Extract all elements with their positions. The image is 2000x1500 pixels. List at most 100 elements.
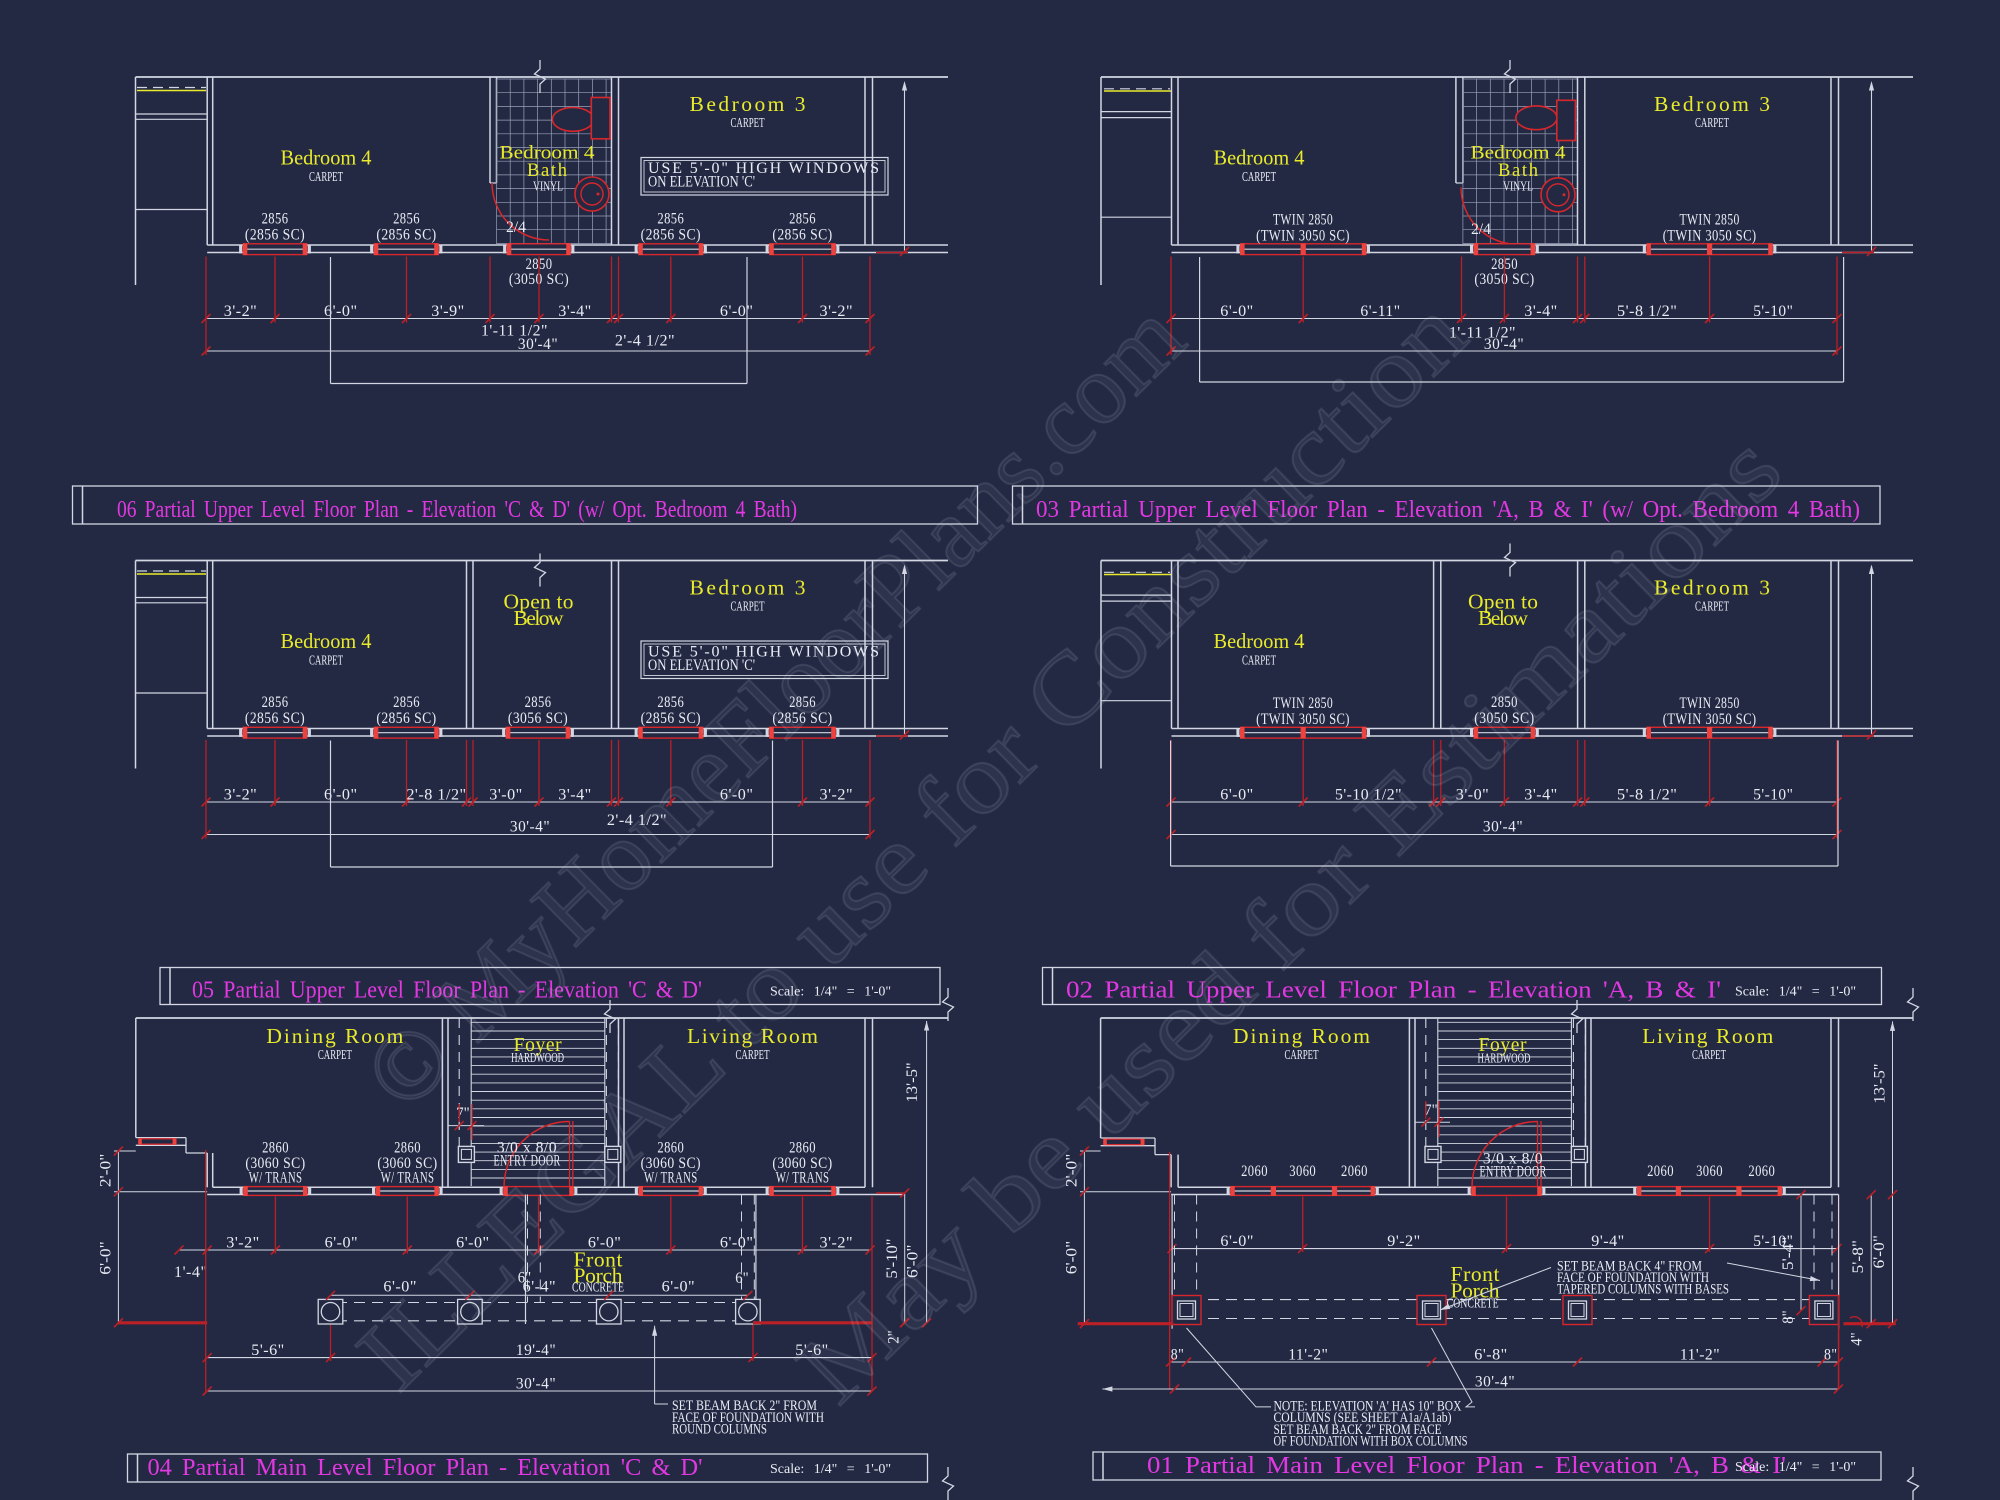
svg-text:HARDWOOD: HARDWOOD bbox=[1478, 1052, 1531, 1067]
svg-text:SET BEAM BACK 2" FROM: SET BEAM BACK 2" FROM bbox=[672, 1398, 817, 1414]
svg-text:3'-2": 3'-2" bbox=[820, 303, 854, 320]
svg-text:6'-0": 6'-0" bbox=[383, 1279, 417, 1296]
svg-text:5'-10": 5'-10" bbox=[1753, 787, 1793, 804]
svg-text:2856: 2856 bbox=[789, 694, 816, 711]
svg-text:W/ TRANS: W/ TRANS bbox=[381, 1169, 435, 1186]
svg-text:6'-0": 6'-0" bbox=[325, 1235, 359, 1252]
svg-text:Bedroom 4: Bedroom 4 bbox=[500, 144, 595, 164]
svg-text:2856: 2856 bbox=[657, 694, 684, 711]
svg-text:5'-6": 5'-6" bbox=[251, 1342, 285, 1359]
svg-text:ON ELEVATION 'C': ON ELEVATION 'C' bbox=[648, 657, 755, 674]
svg-text:CARPET: CARPET bbox=[731, 116, 765, 131]
svg-text:3'-2": 3'-2" bbox=[224, 303, 258, 320]
svg-text:USE 5'-0" HIGH WINDOWS: USE 5'-0" HIGH WINDOWS bbox=[648, 644, 879, 661]
svg-text:Bedroom 3: Bedroom 3 bbox=[690, 92, 806, 116]
svg-text:(TWIN 3050 SC): (TWIN 3050 SC) bbox=[1256, 711, 1350, 728]
svg-text:6": 6" bbox=[518, 1270, 531, 1287]
svg-text:CARPET: CARPET bbox=[318, 1048, 352, 1063]
svg-text:30'-4": 30'-4" bbox=[510, 819, 550, 836]
svg-text:ON ELEVATION 'C': ON ELEVATION 'C' bbox=[648, 174, 755, 191]
svg-text:(3056 SC): (3056 SC) bbox=[508, 710, 568, 727]
svg-text:2/4: 2/4 bbox=[506, 219, 526, 236]
svg-text:6'-0": 6'-0" bbox=[662, 1279, 696, 1296]
svg-text:5'-8 1/2": 5'-8 1/2" bbox=[1617, 303, 1677, 320]
svg-text:TAPERED COLUMNS WITH BASES: TAPERED COLUMNS WITH BASES bbox=[1557, 1282, 1729, 1298]
svg-text:2": 2" bbox=[885, 1330, 902, 1343]
svg-text:Bath: Bath bbox=[527, 161, 567, 181]
svg-text:3'-4": 3'-4" bbox=[1524, 787, 1558, 804]
svg-text:6'-11": 6'-11" bbox=[1360, 303, 1400, 320]
svg-text:6": 6" bbox=[735, 1270, 748, 1287]
svg-text:VINYL: VINYL bbox=[1503, 180, 1533, 195]
svg-text:30'-4": 30'-4" bbox=[1483, 819, 1523, 836]
svg-text:6'-0": 6'-0" bbox=[720, 787, 754, 804]
svg-text:CARPET: CARPET bbox=[731, 600, 765, 615]
svg-text:(3050 SC): (3050 SC) bbox=[1474, 710, 1534, 727]
svg-text:CARPET: CARPET bbox=[1692, 1048, 1726, 1063]
svg-text:2'-4 1/2": 2'-4 1/2" bbox=[615, 333, 675, 350]
svg-text:06 Partial Upper Level Floor: 06 Partial Upper Level Floor Plan - Elev… bbox=[117, 497, 797, 523]
svg-text:6'-0": 6'-0" bbox=[1220, 787, 1254, 804]
svg-text:Bedroom 4: Bedroom 4 bbox=[281, 629, 372, 653]
svg-text:3/0 x 8/0: 3/0 x 8/0 bbox=[1483, 1150, 1543, 1167]
svg-text:2/4: 2/4 bbox=[1471, 221, 1491, 238]
svg-text:3/0 x 8/0: 3/0 x 8/0 bbox=[497, 1139, 557, 1156]
svg-text:FACE OF FOUNDATION WITH: FACE OF FOUNDATION WITH bbox=[672, 1410, 824, 1426]
svg-text:2850: 2850 bbox=[1491, 694, 1518, 711]
svg-text:Bedroom 3: Bedroom 3 bbox=[1654, 576, 1770, 600]
svg-text:TWIN 2850: TWIN 2850 bbox=[1679, 695, 1739, 712]
svg-text:FACE OF FOUNDATION WITH: FACE OF FOUNDATION WITH bbox=[1557, 1270, 1709, 1286]
svg-text:CARPET: CARPET bbox=[309, 654, 343, 669]
svg-text:Bedroom 4: Bedroom 4 bbox=[1214, 146, 1305, 170]
svg-text:2'-0": 2'-0" bbox=[1064, 1154, 1081, 1188]
svg-text:6'-0": 6'-0" bbox=[324, 787, 358, 804]
svg-text:VINYL: VINYL bbox=[533, 180, 563, 195]
svg-text:13'-5": 13'-5" bbox=[904, 1062, 921, 1102]
svg-text:5'-8": 5'-8" bbox=[1850, 1240, 1867, 1274]
svg-text:Scale: 1/4" = 1'-0": Scale: 1/4" = 1'-0" bbox=[1735, 985, 1856, 1000]
svg-text:(2856 SC): (2856 SC) bbox=[245, 227, 305, 244]
svg-text:Bedroom 4: Bedroom 4 bbox=[1214, 629, 1305, 653]
svg-text:2860: 2860 bbox=[657, 1139, 684, 1156]
svg-text:2060: 2060 bbox=[1341, 1163, 1368, 1180]
svg-text:(2856 SC): (2856 SC) bbox=[641, 710, 701, 727]
svg-text:2'-4 1/2": 2'-4 1/2" bbox=[607, 812, 667, 829]
svg-text:HARDWOOD: HARDWOOD bbox=[511, 1051, 564, 1066]
svg-text:3'-0": 3'-0" bbox=[1456, 787, 1490, 804]
svg-text:2'-8 1/2": 2'-8 1/2" bbox=[406, 787, 466, 804]
svg-text:OF FOUNDATION WITH BOX COLUMNS: OF FOUNDATION WITH BOX COLUMNS bbox=[1274, 1433, 1468, 1449]
svg-text:Open to: Open to bbox=[504, 590, 574, 614]
svg-text:CARPET: CARPET bbox=[1242, 654, 1276, 669]
svg-text:1'-11 1/2": 1'-11 1/2" bbox=[481, 323, 548, 340]
svg-text:TWIN 2850: TWIN 2850 bbox=[1273, 695, 1333, 712]
svg-text:3'-2": 3'-2" bbox=[820, 787, 854, 804]
svg-text:3'-2": 3'-2" bbox=[226, 1235, 260, 1252]
svg-text:W/ TRANS: W/ TRANS bbox=[644, 1169, 698, 1186]
svg-text:7": 7" bbox=[1424, 1102, 1437, 1119]
svg-text:CARPET: CARPET bbox=[1285, 1048, 1319, 1063]
svg-text:W/ TRANS: W/ TRANS bbox=[249, 1169, 303, 1186]
svg-text:6'-0": 6'-0" bbox=[456, 1235, 490, 1252]
svg-text:ENTRY DOOR: ENTRY DOOR bbox=[494, 1153, 561, 1170]
svg-text:(2856 SC): (2856 SC) bbox=[772, 227, 832, 244]
svg-text:9'-2": 9'-2" bbox=[1387, 1233, 1421, 1250]
svg-text:6'-0": 6'-0" bbox=[1064, 1241, 1081, 1275]
svg-text:SET BEAM BACK 2" FROM FACE: SET BEAM BACK 2" FROM FACE bbox=[1274, 1422, 1442, 1438]
svg-text:11'-2": 11'-2" bbox=[1680, 1347, 1720, 1364]
svg-text:6'-0": 6'-0" bbox=[1220, 1233, 1254, 1250]
svg-text:2856: 2856 bbox=[262, 694, 289, 711]
svg-text:(3060 SC): (3060 SC) bbox=[377, 1155, 437, 1172]
svg-text:SET BEAM BACK 4" FROM: SET BEAM BACK 4" FROM bbox=[1557, 1259, 1702, 1275]
svg-text:6'-0": 6'-0" bbox=[1220, 303, 1254, 320]
svg-text:3'-9": 3'-9" bbox=[431, 303, 465, 320]
svg-text:ENTRY DOOR: ENTRY DOOR bbox=[1480, 1163, 1547, 1180]
svg-text:Bath: Bath bbox=[1498, 161, 1538, 181]
svg-text:6'-0": 6'-0" bbox=[98, 1241, 115, 1275]
svg-text:CARPET: CARPET bbox=[1242, 170, 1276, 185]
svg-text:Bedroom 3: Bedroom 3 bbox=[690, 576, 806, 600]
svg-text:30'-4": 30'-4" bbox=[518, 336, 558, 353]
svg-text:2856: 2856 bbox=[657, 211, 684, 228]
svg-text:(2856 SC): (2856 SC) bbox=[376, 227, 436, 244]
svg-text:(3060 SC): (3060 SC) bbox=[245, 1155, 305, 1172]
svg-text:CARPET: CARPET bbox=[309, 170, 343, 185]
